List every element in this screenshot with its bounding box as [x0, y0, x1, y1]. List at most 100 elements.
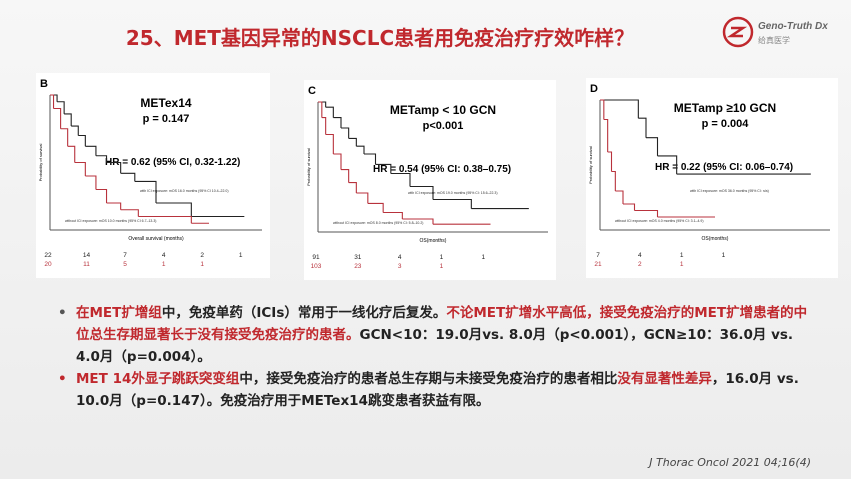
survival-step [611, 170, 616, 191]
survival-step [341, 127, 350, 139]
legend-entry: with ICI exposure: mOS 16.0 months (95% … [140, 189, 229, 193]
survival-step [623, 203, 636, 211]
survival-step [57, 101, 65, 114]
citation: J Thorac Oncol 2021 04;16(4) [649, 456, 811, 469]
risk-number: 5 [123, 261, 127, 268]
survival-step [156, 202, 192, 217]
logo: Geno-Truth Dx 给真医学 [722, 16, 828, 48]
risk-number: 23 [354, 263, 362, 270]
y-axis-label: Probability of survival [38, 143, 43, 181]
legend-entry: with ICI exposure: mOS 19.0 months (95% … [408, 191, 498, 195]
survival-step [603, 118, 609, 152]
panel-title: METamp < 10 GCN [390, 103, 496, 117]
y-axis-label: Probability of survival [588, 146, 593, 184]
hazard-ratio: HR = 0.22 (95% CI: 0.06–0.74) [655, 162, 793, 173]
risk-number: 4 [638, 252, 642, 259]
survival-step [615, 190, 624, 204]
survival-step [67, 145, 76, 163]
bullet-list: 在MET扩增组中，免疫单药（ICIs）常用于一线化疗后复发。不论MET扩增水平高… [58, 302, 818, 412]
risk-number: 14 [83, 252, 91, 259]
bullet-text: 中，接受免疫治疗的患者总生存期与未接受免疫治疗的患者相比 [239, 371, 618, 387]
bullet-text: MET 14外显子跳跃突变组 [76, 371, 240, 387]
survival-step [433, 198, 472, 209]
survival-step [646, 137, 659, 156]
risk-number: 91 [312, 254, 320, 261]
bullet-text: 不论MET扩增水平高低，接受免疫治疗的MET扩增患者的中位总生存期显著长于没有接… [76, 305, 808, 343]
survival-step [325, 133, 334, 154]
survival-step [600, 99, 639, 119]
survival-step [383, 211, 403, 219]
survival-step [333, 117, 342, 128]
bullet-text: ，16.0月 vs. 10.0月（p=0.147）。免疫治疗用于METex14跳… [76, 371, 799, 409]
legend-entry: without ICI exposure: mOS 8.0 months (95… [333, 221, 423, 225]
panel-letter: B [40, 78, 48, 90]
survival-step [134, 180, 157, 203]
survival-step [333, 153, 342, 170]
risk-number: 1 [440, 254, 444, 261]
bullet: MET 14外显子跳跃突变组中，接受免疫治疗的患者总生存期与未接受免疫治疗的患者… [58, 368, 818, 412]
survival-step [85, 175, 97, 190]
survival-step [106, 202, 122, 210]
panel-bg [586, 78, 838, 278]
hazard-ratio: HR = 0.54 (95% CI: 0.38–0.75) [373, 164, 511, 175]
risk-number: 1 [162, 261, 166, 268]
risk-number: 2 [638, 261, 642, 268]
risk-number: 1 [440, 263, 444, 270]
risk-number: 22 [44, 252, 52, 259]
logo-icon-mark [726, 26, 748, 38]
hazard-ratio: HR = 0.62 (95% CI, 0.32-1.22) [105, 157, 240, 168]
panel-title: METamp ≥10 GCN [674, 101, 776, 115]
risk-number: 1 [680, 252, 684, 259]
risk-number: 7 [596, 252, 600, 259]
panel-letter: D [590, 83, 598, 95]
slide-title: 25、MET基因异常的NSCLC患者用免疫治疗疗效咋样？ [125, 26, 635, 50]
survival-step [634, 209, 659, 217]
risk-number: 20 [44, 261, 52, 268]
survival-step [375, 163, 392, 174]
risk-number: 11 [83, 261, 90, 268]
panel-title: METex14 [140, 96, 191, 110]
survival-step [341, 169, 350, 183]
survival-step [74, 161, 86, 176]
survival-step [356, 192, 369, 204]
risk-number: 1 [680, 261, 684, 268]
bullet-text: 中，免疫单药（ICIs）常用于一线化疗后复发。 [161, 305, 447, 321]
survival-step [106, 161, 122, 174]
survival-step [410, 185, 434, 200]
x-axis-label: Overall survival (months) [128, 236, 184, 242]
km-charts: B Probability of survival Overall survival… [36, 73, 838, 278]
risk-number: 1 [200, 261, 204, 268]
legend-entry: without ICI exposure: mOS 10.0 months (9… [65, 219, 156, 223]
risk-number: 7 [123, 252, 127, 259]
panel-bg [36, 73, 270, 278]
logo-name: Geno-Truth Dx [758, 21, 828, 32]
survival-step [120, 172, 136, 182]
survival-step [50, 94, 55, 109]
risk-number: 21 [594, 261, 602, 268]
survival-step [367, 202, 384, 213]
survival-step [138, 215, 192, 224]
survival-step [402, 218, 434, 225]
p-value: p = 0.004 [702, 118, 750, 130]
survival-step [318, 101, 323, 118]
survival-step [348, 182, 357, 193]
survival-step [53, 107, 62, 129]
survival-step [64, 113, 72, 127]
logo-sub: 给真医学 [758, 35, 790, 45]
risk-number: 3 [398, 263, 402, 270]
y-axis-label: Probability of survival [306, 148, 311, 186]
survival-step [607, 151, 613, 172]
logo-icon [722, 16, 754, 48]
risk-number: 4 [398, 254, 402, 261]
survival-step [71, 125, 79, 136]
survival-step [348, 137, 357, 147]
risk-number: 31 [354, 254, 362, 261]
survival-step [364, 153, 377, 165]
survival-step [325, 106, 334, 118]
survival-step [390, 172, 411, 187]
panel-letter: C [308, 85, 316, 97]
p-value: p = 0.147 [143, 113, 190, 125]
bullet-text: 没有显著性差异 [617, 371, 712, 387]
risk-number: 103 [311, 263, 322, 270]
